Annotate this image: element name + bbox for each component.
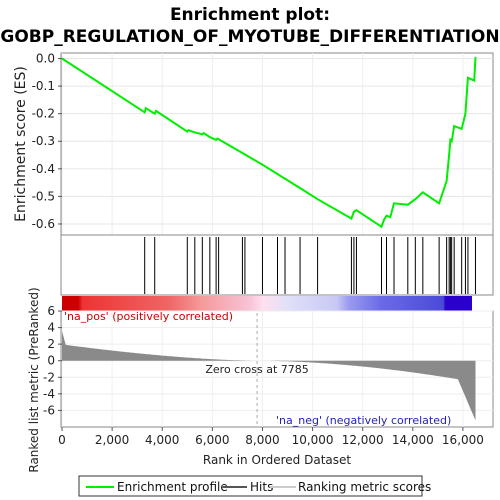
enrichment-profile-line: [61, 57, 477, 229]
es-panel-frame: [60, 52, 494, 236]
es-y-tick-label: 0.0: [36, 52, 55, 66]
x-axis-label: Rank in Ordered Dataset: [203, 453, 351, 467]
es-y-tick-label: -0.2: [32, 107, 55, 121]
es-y-axis: 0.0 -0.1 -0.2 -0.3 -0.4 -0.5 -0.6: [32, 52, 62, 231]
metric-y-tick-label: 0: [47, 354, 55, 368]
es-y-tick-label: -0.1: [32, 79, 55, 93]
chart-title-line2: GOBP_REGULATION_OF_MYOTUBE_DIFFERENTIATI…: [0, 27, 499, 47]
metric-y-axis: 6 4 2 0 -2 -4 -6: [43, 304, 62, 417]
x-tick-label: 10,000: [292, 433, 334, 447]
metric-y-tick-label: -2: [43, 370, 55, 384]
x-tick-label: 4,000: [145, 433, 179, 447]
es-y-tick-label: -0.6: [32, 217, 55, 231]
zero-cross-label: Zero cross at 7785: [205, 363, 308, 376]
x-tick-label: 6,000: [195, 433, 229, 447]
x-tick-label: 12,000: [342, 433, 384, 447]
x-tick-label: 16,000: [442, 433, 484, 447]
es-y-tick-label: -0.3: [32, 134, 55, 148]
x-tick-label: 14,000: [392, 433, 434, 447]
es-y-tick-label: -0.5: [32, 189, 55, 203]
chart-title-line1: Enrichment plot:: [170, 5, 330, 25]
x-tick-label: 0: [58, 433, 66, 447]
legend-hits-label: Hits: [250, 480, 273, 494]
legend-profile-label: Enrichment profile: [117, 480, 228, 494]
metric-y-tick-label: 6: [47, 304, 55, 318]
es-y-axis-label: Enrichment score (ES): [13, 66, 29, 222]
negative-correlation-label: 'na_neg' (negatively correlated): [276, 414, 451, 427]
hits-marks: [144, 237, 476, 294]
es-gridlines: [61, 53, 493, 235]
metric-y-tick-label: 2: [47, 337, 55, 351]
es-y-tick-label: -0.4: [32, 162, 55, 176]
metric-y-tick-label: -4: [43, 387, 55, 401]
x-axis: 0 2,000 4,000 6,000 8,000 10,000 12,000 14,000 1…: [58, 427, 484, 447]
rank-color-bar: [62, 296, 472, 311]
metric-y-axis-label: Ranked list metric (PreRanked): [27, 287, 41, 472]
legend-metric-label: Ranking metric scores: [298, 480, 431, 494]
positive-correlation-label: 'na_pos' (positively correlated): [64, 310, 233, 323]
x-tick-label: 8,000: [245, 433, 279, 447]
metric-y-tick-label: 4: [47, 321, 55, 335]
legend-box: [78, 475, 423, 497]
x-tick-label: 2,000: [95, 433, 129, 447]
metric-y-tick-label: -6: [43, 403, 55, 417]
